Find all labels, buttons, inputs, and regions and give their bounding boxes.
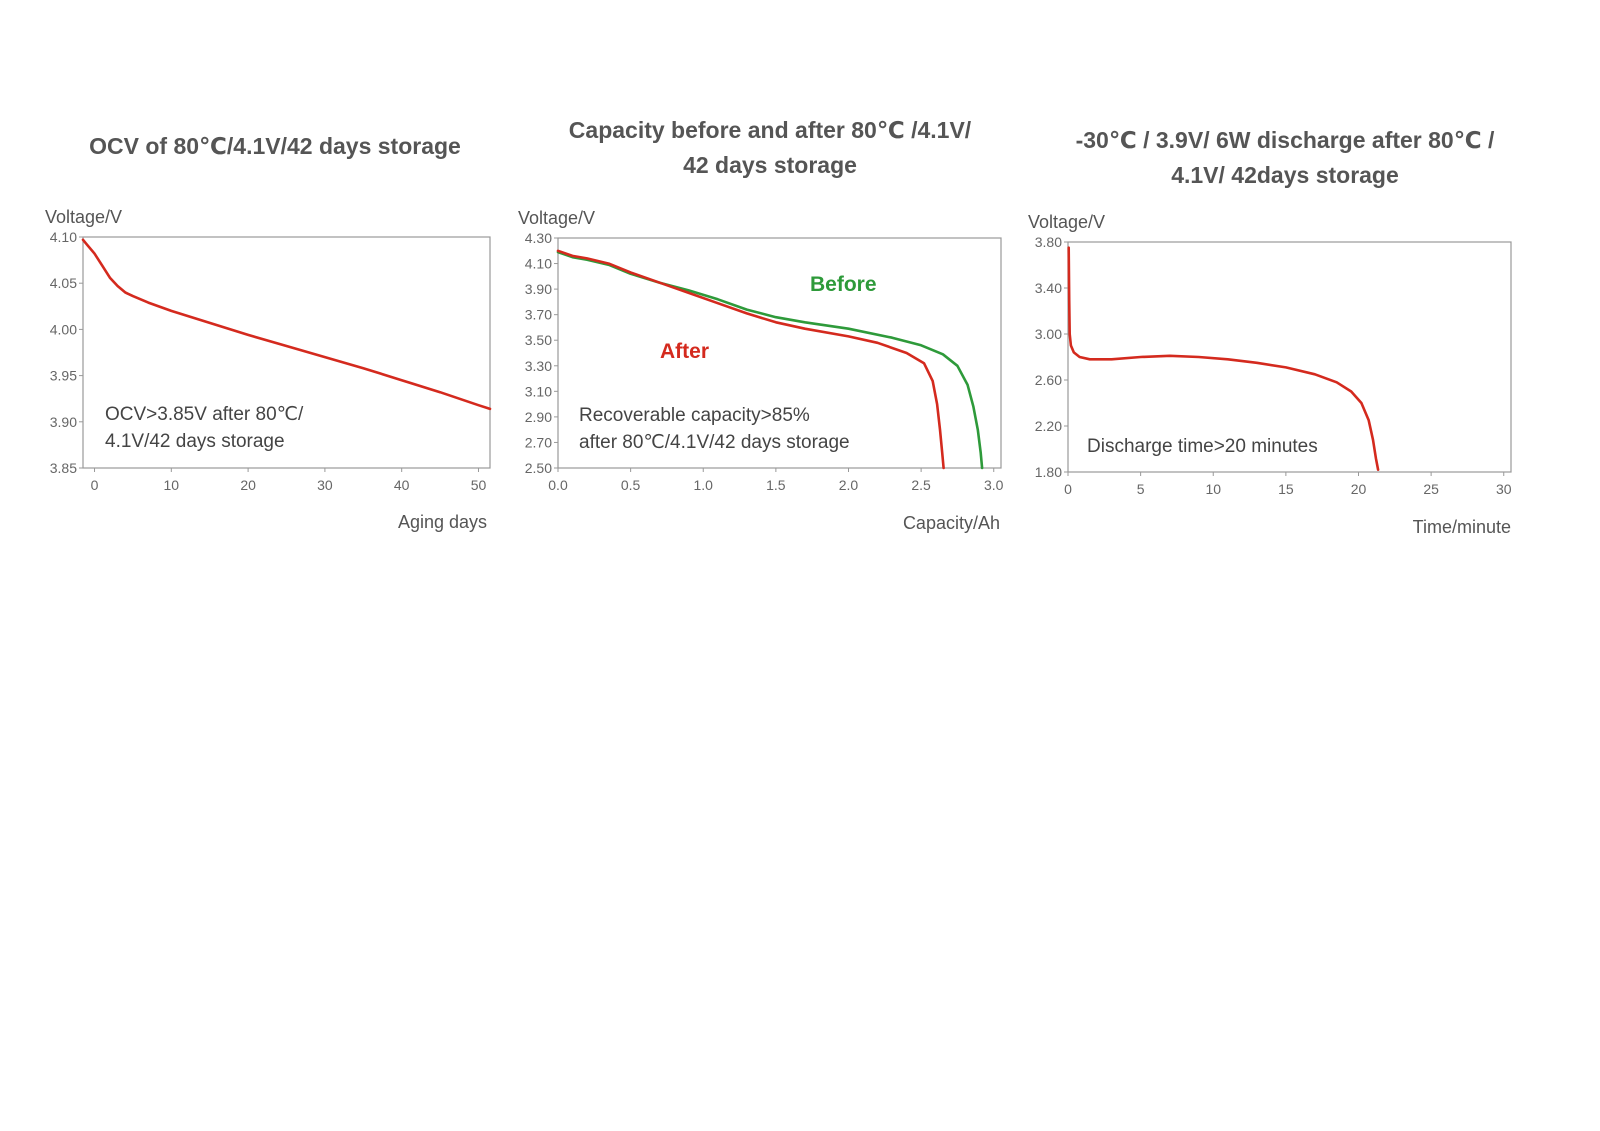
x-tick-label: 50 [471, 477, 487, 493]
chart-panel-discharge: -30℃ / 3.9V/ 6W discharge after 80℃ / 4.… [1028, 100, 1540, 560]
chart-title-line-1: Capacity before and after 80℃ /4.1V/ [568, 117, 972, 143]
chart-panel-ocv: OCV of 80℃/4.1V/42 days storage 3.85 3.90… [40, 100, 510, 560]
x-tick-label: 2.0 [839, 477, 859, 493]
y-tick-label: 4.30 [525, 230, 552, 246]
x-axis-label: Capacity/Ah [903, 513, 1000, 533]
y-tick-label: 4.05 [50, 275, 77, 291]
y-axis-label: Voltage/V [518, 208, 595, 228]
y-tick-label: 2.20 [1035, 418, 1062, 434]
x-tick-label: 25 [1423, 481, 1439, 497]
plot-frame [557, 237, 1002, 469]
x-tick-label: 40 [394, 477, 410, 493]
x-tick-label: 0.5 [621, 477, 641, 493]
annotation-text: 4.1V/42 days storage [105, 431, 285, 452]
y-tick-label: 3.10 [525, 383, 552, 399]
x-tick-label: 5 [1137, 481, 1145, 497]
x-tick-label: 0 [1064, 481, 1072, 497]
series-line-discharge [1067, 246, 1380, 472]
series-label: Before [810, 273, 877, 296]
annotation-text: after 80℃/4.1V/42 days storage [579, 432, 850, 453]
y-tick-label: 4.00 [50, 321, 77, 337]
y-tick-label: 3.00 [1035, 326, 1062, 342]
x-tick-label: 2.5 [911, 477, 931, 493]
x-tick-label: 20 [240, 477, 256, 493]
chart-title-line-2: 4.1V/ 42days storage [1171, 162, 1399, 188]
y-axis-label: Voltage/V [1028, 212, 1105, 232]
x-tick-label: 0 [91, 477, 99, 493]
y-tick-label: 3.40 [1035, 280, 1062, 296]
chart-panel-capacity: Capacity before and after 80℃ /4.1V/ 42 … [518, 100, 1020, 560]
y-tick-label: 3.90 [525, 281, 552, 297]
y-tick-label: 1.80 [1035, 464, 1062, 480]
y-tick-label: 3.95 [50, 368, 77, 384]
x-tick-label: 10 [164, 477, 180, 493]
chart-plot: 2.50 2.70 2.90 3.10 3.30 3.50 3.70 3.90 4.10 4.30… [518, 208, 1004, 533]
series-label: After [660, 340, 709, 363]
y-tick-label: 2.60 [1035, 372, 1062, 388]
x-axis-label: Aging days [398, 512, 487, 532]
chart-title-line-2: 42 days storage [683, 152, 857, 178]
y-tick-label: 3.85 [50, 460, 77, 476]
x-tick-label: 1.5 [766, 477, 786, 493]
y-tick-label: 3.30 [525, 358, 552, 374]
x-tick-label: 30 [1496, 481, 1512, 497]
x-tick-label: 1.0 [694, 477, 714, 493]
x-tick-label: 20 [1351, 481, 1367, 497]
x-axis-label: Time/minute [1413, 517, 1511, 537]
y-tick-label: 2.50 [525, 460, 552, 476]
y-tick-label: 3.80 [1035, 234, 1062, 250]
y-axis-label: Voltage/V [45, 207, 122, 227]
annotation-text: Discharge time>20 minutes [1087, 436, 1318, 457]
chart-title-line-1: -30℃ / 3.9V/ 6W discharge after 80℃ / [1075, 127, 1495, 153]
x-tick-label: 15 [1278, 481, 1294, 497]
chart-title: OCV of 80℃/4.1V/42 days storage [89, 133, 461, 159]
plot-frame [1067, 241, 1512, 473]
plot-frame [82, 236, 491, 469]
y-tick-label: 3.70 [525, 307, 552, 323]
y-tick-label: 2.70 [525, 434, 552, 450]
annotation-text: OCV>3.85V after 80℃/ [105, 404, 304, 425]
series-line-ocv [81, 238, 492, 411]
y-tick-label: 2.90 [525, 409, 552, 425]
y-tick-label: 4.10 [525, 256, 552, 272]
x-tick-label: 10 [1205, 481, 1221, 497]
y-tick-label: 4.10 [50, 229, 77, 245]
chart-plot: 1.80 2.20 2.60 3.00 3.40 3.80 0 5 10 15 20 25 30 Volt… [1028, 212, 1512, 537]
chart-plot: 3.85 3.90 3.95 4.00 4.05 4.10 0 10 20 30 40 50 Volta… [45, 207, 492, 532]
series-line-after [556, 249, 945, 470]
x-tick-label: 3.0 [984, 477, 1004, 493]
x-tick-label: 0.0 [548, 477, 568, 493]
y-tick-label: 3.90 [50, 414, 77, 430]
y-tick-label: 3.50 [525, 332, 552, 348]
annotation-text: Recoverable capacity>85% [579, 405, 810, 426]
x-tick-label: 30 [317, 477, 333, 493]
